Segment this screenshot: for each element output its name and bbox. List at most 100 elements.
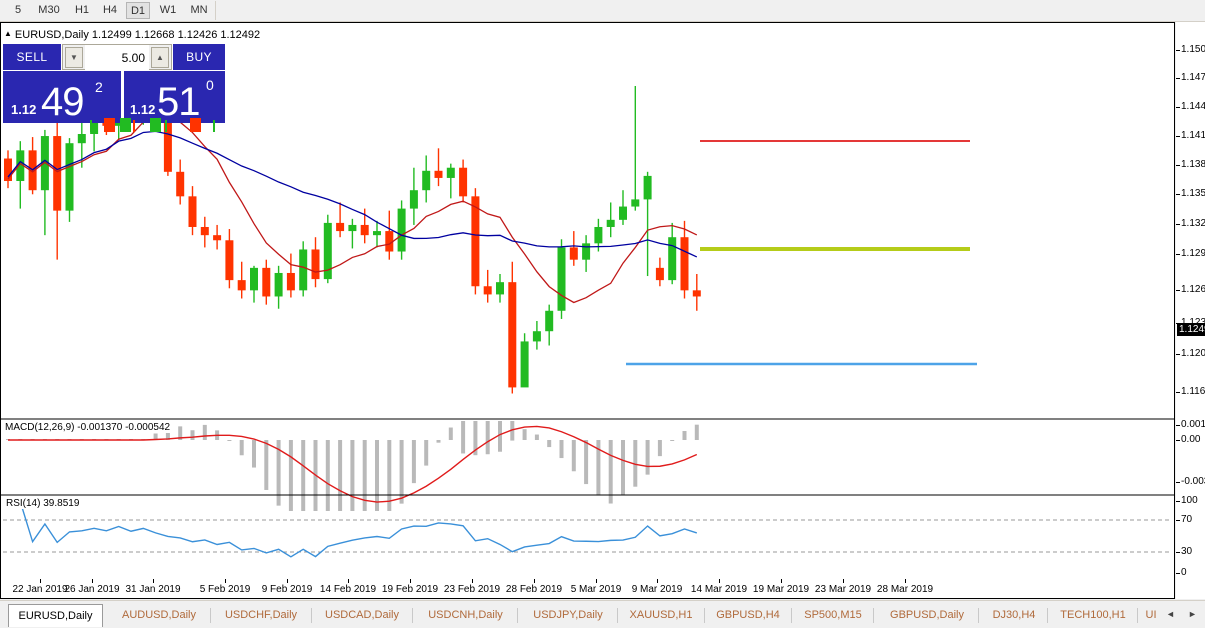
tick-indicator	[165, 120, 167, 132]
chart-tab-audusd-daily[interactable]: AUDUSD,Daily	[122, 609, 196, 621]
sell-price-big: 49	[41, 80, 84, 123]
rsi-tick	[1176, 552, 1180, 553]
price-scale-label: 1.14455	[1181, 101, 1205, 112]
tick-indicator	[120, 118, 131, 132]
macd-histogram-bar	[264, 440, 269, 490]
chart-tab-usdchf-daily[interactable]: USDCHF,Daily	[224, 609, 298, 621]
candlestick	[188, 186, 197, 236]
timeframe-h1-button[interactable]: H1	[74, 4, 90, 16]
price-scale-label: 1.13840	[1181, 159, 1205, 170]
tab-scroll-left-icon[interactable]: ◄	[1166, 609, 1175, 619]
tab-separator	[617, 608, 618, 623]
tab-separator	[1047, 608, 1048, 623]
rsi-scale-label: 30	[1181, 546, 1193, 557]
date-axis-label: 5 Mar 2019	[570, 584, 622, 595]
chart-symbol-header: ▲ EURUSD,Daily 1.12499 1.12668 1.12426 1.…	[4, 29, 260, 41]
macd-histogram-bar	[338, 440, 343, 511]
date-axis-label: 23 Feb 2019	[443, 584, 501, 595]
macd-histogram-bar	[375, 440, 379, 511]
volume-decrement-icon[interactable]: ▼	[65, 47, 83, 68]
macd-histogram-bar	[694, 424, 699, 440]
chart-tab-eurusd-daily[interactable]: EURUSD,Daily	[8, 604, 103, 627]
chart-tab-gbpusd-daily[interactable]: GBPUSD,Daily	[890, 609, 964, 621]
candlestick	[4, 150, 12, 189]
timeframe-toolbar: 5 M30 H1 H4 D1 W1 MN	[0, 0, 1205, 22]
date-axis-label: 19 Feb 2019	[381, 584, 439, 595]
macd-tick	[1176, 482, 1180, 483]
candlestick	[422, 155, 431, 203]
tab-scroll-right-icon[interactable]: ►	[1188, 609, 1197, 619]
buy-price-fraction: 0	[206, 77, 214, 93]
date-axis-label: 23 Mar 2019	[814, 584, 872, 595]
macd-histogram-bar	[608, 440, 613, 504]
price-tick	[1176, 78, 1180, 79]
current-price-label: 1.12492	[1177, 323, 1205, 336]
volume-stepper[interactable]: ▼ 5.00 ▲	[62, 44, 172, 71]
macd-scale-label: 0.00	[1181, 434, 1201, 445]
chart-tab-ui[interactable]: UI	[1145, 609, 1157, 621]
chart-tab-usdcnh-daily[interactable]: USDCNH,Daily	[428, 609, 503, 621]
macd-signal-line	[8, 425, 698, 503]
buy-button[interactable]: BUY	[173, 44, 225, 70]
tab-separator	[517, 608, 518, 623]
candlestick	[323, 214, 332, 284]
macd-histogram-bar	[436, 440, 441, 443]
candlestick	[65, 138, 74, 222]
tab-separator	[412, 608, 413, 623]
date-tick	[534, 579, 535, 583]
chart-tab-usdcad-daily[interactable]: USDCAD,Daily	[325, 609, 399, 621]
rsi-tick	[1176, 520, 1180, 521]
chart-tab-dj30-h4[interactable]: DJ30,H4	[992, 609, 1036, 621]
timeframe-h4-button[interactable]: H4	[102, 4, 118, 16]
price-tick	[1176, 354, 1180, 355]
volume-increment-icon[interactable]: ▲	[151, 47, 169, 68]
macd-histogram-bar	[165, 432, 170, 440]
timeframe-d1-button[interactable]: D1	[126, 2, 150, 19]
chart-tab-gbpusd-h4[interactable]: GBPUSD,H4	[716, 609, 780, 621]
price-tick	[1176, 254, 1180, 255]
chart-tab-sp500-m15[interactable]: SP500,M15	[804, 609, 862, 621]
ma-slow-line	[7, 130, 698, 258]
candlestick	[569, 231, 578, 266]
date-axis-label: 31 Jan 2019	[125, 584, 181, 595]
price-scale-label: 1.13535	[1181, 188, 1205, 199]
ma-fast-line	[7, 115, 698, 304]
sell-button[interactable]: SELL	[3, 44, 61, 70]
date-tick	[905, 579, 906, 583]
macd-histogram-bar	[547, 440, 552, 448]
price-axis-area[interactable]	[1176, 22, 1205, 599]
candlestick	[237, 261, 246, 299]
date-tick	[40, 579, 41, 583]
chart-tab-xauusd-h1[interactable]: XAUUSD,H1	[629, 609, 693, 621]
timeframe-m30-button[interactable]: M30	[38, 4, 60, 16]
macd-histogram-bar	[633, 440, 638, 487]
sell-price-display[interactable]: 1.12 49 2	[3, 71, 121, 123]
tick-indicator	[190, 118, 201, 132]
date-axis-label: 9 Feb 2019	[261, 584, 313, 595]
one-click-trading-panel[interactable]: SELL ▼ 5.00 ▲ BUY 1.12 49 2 1.12 51 0	[3, 44, 225, 123]
price-tick	[1176, 165, 1180, 166]
macd-histogram-bar	[227, 440, 232, 441]
candlestick	[459, 159, 468, 203]
collapse-triangle-icon[interactable]: ▲	[4, 29, 12, 38]
timeframe-5-button[interactable]: 5	[14, 4, 22, 16]
price-scale-label: 1.15070	[1181, 44, 1205, 55]
macd-histogram-bar	[202, 424, 207, 440]
date-axis-label: 14 Feb 2019	[319, 584, 377, 595]
tick-indicator	[133, 120, 135, 132]
tick-indicator	[213, 120, 215, 132]
timeframe-mn-button[interactable]: MN	[190, 4, 208, 16]
candlestick	[200, 216, 209, 248]
timeframe-w1-button[interactable]: W1	[159, 4, 177, 16]
volume-input[interactable]: 5.00	[85, 45, 149, 71]
macd-histogram-bar	[621, 440, 625, 495]
candlestick	[53, 117, 62, 260]
chart-tab-usdjpy-daily[interactable]: USDJPY,Daily	[533, 609, 603, 621]
date-axis-label: 14 Mar 2019	[690, 584, 748, 595]
date-tick	[225, 579, 226, 583]
price-scale-label: 1.12615	[1181, 284, 1205, 295]
chart-tab-tech100-h1[interactable]: TECH100,H1	[1060, 609, 1126, 621]
macd-histogram-bar	[645, 440, 650, 475]
buy-price-display[interactable]: 1.12 51 0	[124, 71, 225, 123]
candlestick	[483, 269, 492, 303]
